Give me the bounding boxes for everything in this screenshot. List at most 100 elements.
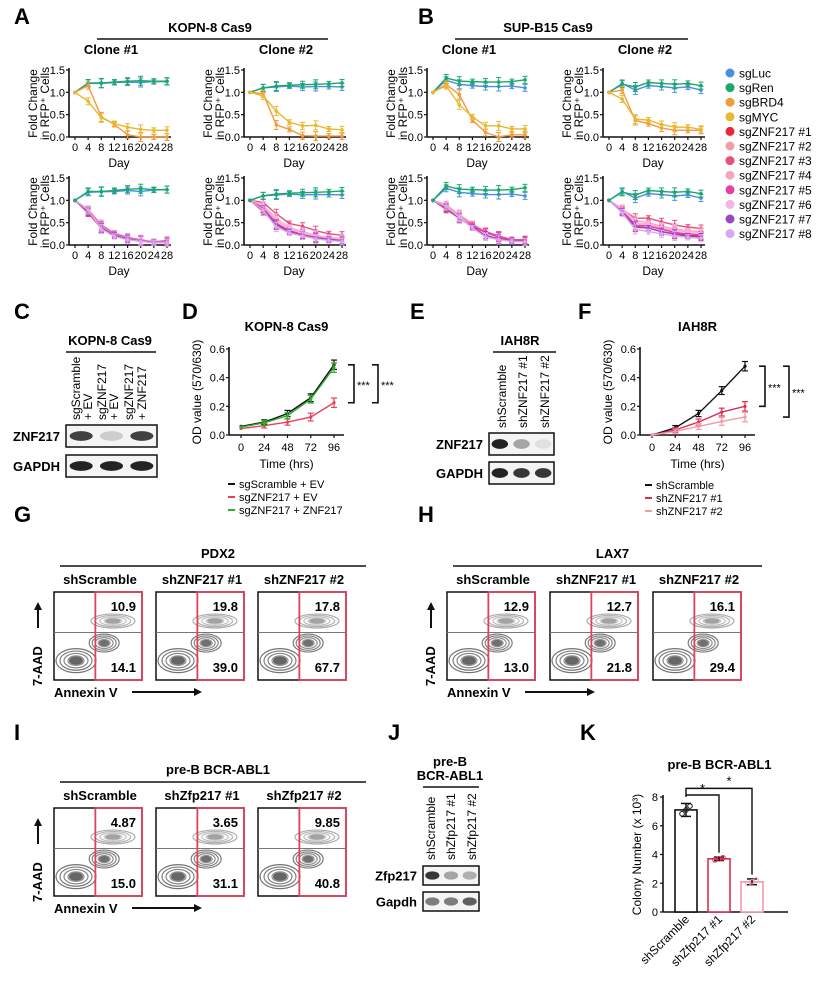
contour-core	[200, 639, 212, 647]
contour	[456, 652, 482, 669]
data-point	[699, 83, 703, 88]
data-point	[470, 191, 475, 196]
series-line-sgluc	[74, 188, 168, 201]
contour	[593, 638, 607, 648]
lane-label: + EV	[107, 394, 121, 420]
contour	[267, 868, 293, 885]
contour-core	[302, 855, 314, 863]
band	[425, 871, 440, 880]
annexin-gate	[94, 807, 143, 897]
contour	[484, 635, 510, 651]
x-axis-label: Day	[642, 156, 663, 170]
flow-title: LAX7	[596, 546, 629, 561]
arrow-head	[34, 818, 42, 826]
data-point	[510, 239, 514, 244]
legend-item: sgRen	[725, 81, 774, 95]
x-tick-label: 8	[456, 142, 462, 154]
y-axis-label: Fold Change	[26, 69, 40, 138]
data-point	[138, 135, 143, 139]
significance-label: ***	[792, 388, 806, 400]
legend-label: sgScramble + EV	[239, 479, 325, 491]
series-line-sgren	[249, 82, 343, 93]
x-tick-label: 24	[506, 142, 518, 154]
x-tick-label: 16	[479, 250, 491, 262]
contour	[559, 652, 585, 669]
gate-upper-value: 3.65	[213, 815, 238, 830]
significance-label: ***	[381, 380, 395, 392]
data-point	[720, 388, 724, 393]
x-tick-label: 4	[85, 142, 91, 154]
contour	[295, 851, 321, 867]
replicate-point	[687, 803, 693, 809]
data-point	[620, 97, 624, 101]
contour	[292, 633, 324, 653]
x-axis-label: Day	[466, 264, 487, 278]
data-point	[699, 236, 703, 241]
data-point	[112, 234, 117, 239]
legend-label: shZNF217 #2	[656, 506, 723, 518]
contour	[103, 833, 123, 841]
y-axis-label: OD value (570/630)	[190, 340, 204, 445]
flow-plot: 4.87 15.0	[53, 807, 143, 897]
x-tick-label: 28	[161, 250, 173, 262]
arrow-head	[194, 904, 202, 912]
x-tick-label: 24	[148, 250, 160, 262]
legend-label: sgZNF217 #3	[739, 154, 812, 168]
band	[462, 871, 477, 880]
contour	[307, 617, 327, 625]
series-line-sgznf217-7	[608, 199, 702, 238]
x-tick-label: 0	[430, 142, 436, 154]
contour	[190, 633, 222, 653]
data-point	[496, 135, 501, 139]
data-point	[340, 239, 344, 244]
contour	[586, 613, 632, 629]
y-tick-label: 0.2	[210, 401, 225, 413]
series-line-sgren	[249, 190, 343, 201]
data-point	[633, 85, 638, 89]
contour	[263, 650, 297, 671]
flow-plot: 12.9 13.0	[446, 591, 536, 681]
contour	[496, 617, 516, 625]
line-chart-B-clone2-top: 0.0 0.5 1.0 1.5 0 4 8 12 16 20 24 28 Day Fold Changei…	[560, 42, 707, 170]
contour	[687, 633, 719, 653]
y-axis-label: Fold Change	[560, 177, 574, 246]
x-tick-label: 12	[466, 142, 478, 154]
band	[69, 461, 93, 471]
y-tick-label: 0.0	[408, 240, 423, 252]
data-point	[496, 124, 501, 128]
data-point	[274, 225, 279, 229]
y-tick-label: 0.5	[408, 110, 423, 122]
x-tick-label: 4	[85, 250, 91, 262]
series-line-sgznf217-6	[608, 199, 702, 234]
blot-row-label: ZNF217	[13, 429, 60, 444]
line-chart-D: KOPN-8 Cas9 0.0 0.2 0.4 0.6 0 24 48 72 96 Time (hr…	[190, 319, 395, 517]
data-point	[300, 224, 305, 229]
x-tick-label: 0	[247, 250, 253, 262]
contour-core	[105, 618, 121, 624]
data-point	[483, 130, 488, 135]
contour-core	[498, 618, 514, 624]
gate-upper-value: 17.8	[315, 599, 340, 614]
data-point	[287, 83, 292, 87]
replicate-point	[683, 807, 689, 813]
contour	[295, 635, 321, 651]
data-point	[152, 79, 156, 83]
y-tick-label: 1.5	[50, 65, 65, 77]
flow-plot: 9.85 40.8	[257, 807, 347, 897]
contour-core	[462, 656, 476, 665]
series-line-sgmyc	[432, 84, 525, 130]
band	[534, 468, 552, 478]
data-point	[496, 237, 501, 242]
y-tick-label: 1.0	[225, 195, 240, 207]
contour	[563, 655, 581, 667]
contour	[91, 635, 117, 651]
data-point	[444, 76, 448, 80]
annexin-gate	[298, 591, 347, 681]
data-point	[112, 188, 117, 193]
data-point	[510, 132, 514, 137]
data-point	[99, 81, 104, 85]
data-point	[327, 134, 331, 138]
y-tick-label: 0.6	[621, 344, 636, 356]
series-line-sgmyc	[74, 91, 167, 132]
data-point	[646, 188, 651, 193]
